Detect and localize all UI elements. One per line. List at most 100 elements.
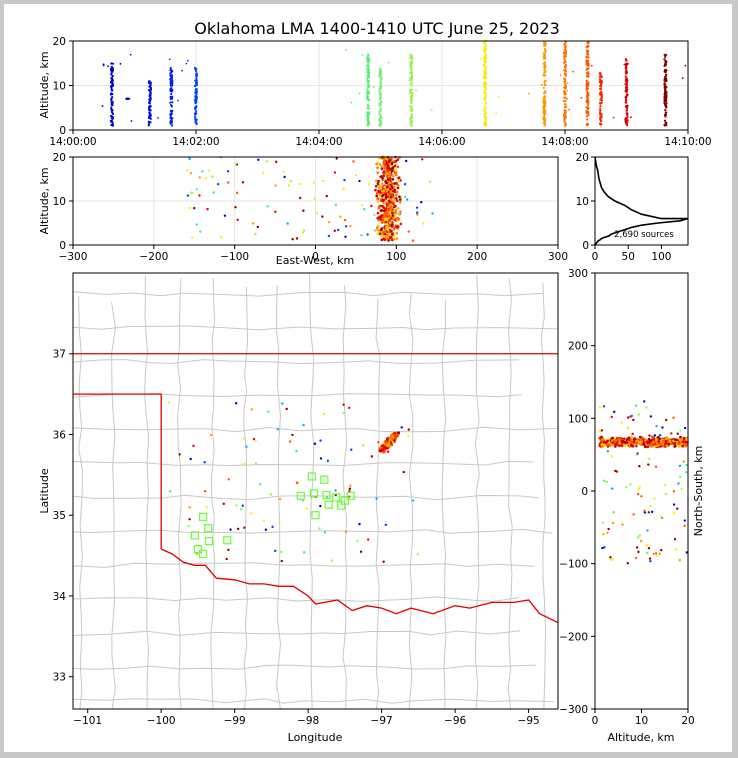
time-altitude-point <box>543 95 546 98</box>
county-line <box>243 287 249 709</box>
time-altitude-point <box>147 80 151 83</box>
north-south-point <box>672 490 676 493</box>
lma-station-marker <box>193 545 203 554</box>
east-west-point <box>376 180 380 184</box>
east-west-point <box>398 198 402 201</box>
time-altitude-point <box>585 111 588 114</box>
time-altitude-point <box>484 70 487 74</box>
time-altitude-point <box>585 63 588 66</box>
map-point <box>358 522 361 526</box>
time-altitude-point <box>130 120 133 122</box>
time-altitude-point <box>367 67 371 70</box>
time-altitude-point <box>410 122 413 125</box>
north-south-point <box>609 556 612 559</box>
map-point <box>375 497 378 500</box>
time-altitude-point <box>379 71 383 74</box>
north-south-point <box>658 443 662 447</box>
north-south-point <box>667 442 671 446</box>
east-west-point <box>287 184 290 187</box>
time-altitude-point <box>169 97 173 101</box>
time-altitude-point <box>483 88 486 92</box>
time-altitude-point <box>625 87 628 90</box>
east-west-point <box>381 182 384 186</box>
north-south-point <box>627 438 631 442</box>
east-west-point <box>382 237 385 241</box>
time-altitude-point <box>542 42 546 45</box>
east-west-point <box>387 183 390 186</box>
map-point <box>305 507 308 510</box>
time-altitude-point <box>625 96 627 99</box>
map-point <box>235 504 238 507</box>
time-altitude-point <box>169 95 172 99</box>
east-west-point <box>391 169 394 173</box>
east-west-point <box>192 206 196 210</box>
map-point <box>250 408 253 411</box>
time-altitude-point <box>366 113 370 116</box>
time-altitude-point <box>126 97 129 100</box>
time-altitude-point <box>664 108 667 112</box>
altitude-north-south-panel: 0 10 20 −300 −200 −100 0 100 200 300 Altitude, km… <box>559 268 705 744</box>
time-altitude-point <box>148 121 151 124</box>
east-west-point <box>358 179 361 183</box>
east-west-point <box>387 204 390 208</box>
east-west-point <box>398 200 402 204</box>
time-altitude-point <box>195 101 198 104</box>
map-point <box>205 506 208 509</box>
time-altitude-point <box>484 57 488 60</box>
time-altitude-point <box>625 106 628 109</box>
map-lightning-points <box>167 401 419 563</box>
east-west-point <box>333 171 337 174</box>
map-point <box>276 428 280 431</box>
time-altitude-point <box>626 79 629 82</box>
map-point <box>350 448 353 451</box>
east-west-point <box>404 159 408 163</box>
time-altitude-point <box>543 124 546 127</box>
time-altitude-point <box>379 120 382 123</box>
time-altitude-point <box>410 71 414 74</box>
time-altitude-point <box>368 107 371 110</box>
time-altitude-point <box>664 69 667 73</box>
time-altitude-point <box>564 92 567 95</box>
east-west-point <box>376 228 379 232</box>
time-altitude-point <box>379 79 382 83</box>
time-altitude-point <box>540 83 543 86</box>
east-west-point <box>389 230 393 233</box>
x-tick-label: 0 <box>312 251 319 263</box>
east-west-points <box>185 155 434 242</box>
time-altitude-point <box>564 106 567 109</box>
north-south-point <box>678 558 681 562</box>
time-altitude-point <box>361 54 364 56</box>
time-altitude-point <box>484 53 487 56</box>
east-west-point <box>355 173 358 177</box>
east-west-point <box>393 198 397 202</box>
time-altitude-point <box>169 66 172 70</box>
figure-canvas: Oklahoma LMA 1400-1410 UTC June 25, 2023… <box>38 19 712 744</box>
county-line <box>73 359 519 365</box>
east-west-point <box>336 228 340 232</box>
north-south-point <box>636 536 640 539</box>
time-altitude-point <box>562 52 566 55</box>
east-west-point <box>387 190 390 194</box>
east-west-point <box>381 193 385 197</box>
east-west-point <box>382 170 386 173</box>
north-south-point <box>665 418 668 422</box>
altitude-histogram-panel: 0 50 100 0 10 20 2,690 sources <box>576 152 689 263</box>
east-west-point <box>227 181 230 184</box>
time-altitude-point <box>587 81 590 84</box>
time-altitude-point <box>195 83 199 86</box>
time-altitude-point <box>625 77 628 80</box>
north-south-point <box>679 475 682 479</box>
county-line <box>111 302 117 709</box>
county-line <box>276 285 282 709</box>
time-altitude-point <box>598 111 602 114</box>
east-west-point <box>384 225 388 229</box>
east-west-point <box>375 194 378 198</box>
east-west-point <box>380 165 383 169</box>
east-west-point <box>266 205 269 208</box>
east-west-point <box>386 193 390 197</box>
lma-station-marker <box>198 512 208 521</box>
east-west-point <box>392 237 396 241</box>
time-altitude-point <box>665 73 668 76</box>
map-point <box>291 433 294 437</box>
lma-station-marker <box>320 475 329 484</box>
